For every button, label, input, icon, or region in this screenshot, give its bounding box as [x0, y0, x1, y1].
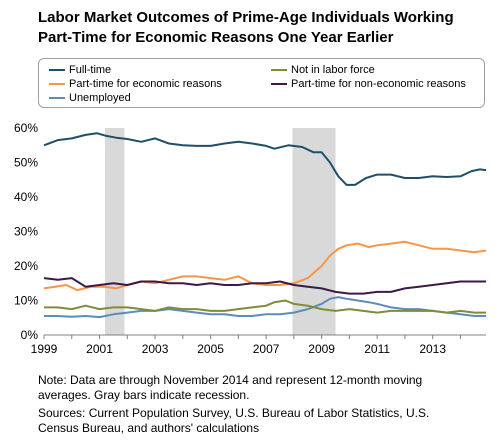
series-line-unemployed: [44, 296, 486, 319]
legend-item-part-time-for-non-economic-reasons: Part-time for non-economic reasons: [271, 78, 466, 90]
chart-title: Labor Market Outcomes of Prime-Age Indiv…: [38, 8, 488, 48]
legend-label: Part-time for economic reasons: [69, 78, 222, 90]
chart-notes: Note: Data are through November 2014 and…: [38, 373, 488, 439]
legend-swatch: [271, 83, 287, 85]
y-tick-label: 40%: [14, 190, 38, 204]
legend-swatch: [271, 69, 287, 71]
source-line1: Sources: Current Population Survey, U.S.…: [38, 406, 430, 420]
note-line2: averages. Gray bars indicate recession.: [38, 388, 250, 402]
x-tick-label: 2003: [142, 342, 169, 356]
series-line-part-time-for-non-economic-reasons: [43, 277, 486, 295]
legend-label: Unemployed: [69, 92, 131, 104]
x-tick-label: 2009: [308, 342, 335, 356]
legend-item-unemployed: Unemployed: [49, 92, 131, 104]
chart-title-line1: Labor Market Outcomes of Prime-Age Indiv…: [38, 9, 454, 26]
chart-title-line2: Part-Time for Economic Reasons One Year …: [38, 29, 394, 46]
legend-item-part-time-for-economic-reasons: Part-time for economic reasons: [49, 78, 222, 90]
y-tick-label: 30%: [14, 225, 38, 239]
y-tick-label: 60%: [14, 121, 38, 135]
recession-bar-1: [105, 128, 125, 335]
y-tick-label: 20%: [14, 259, 38, 273]
line-chart: 0% 10% 20% 30% 40% 50% 60% 1999 2001 2003 2005 2007…: [14, 121, 487, 356]
series-line-not-in-labor-force: [44, 299, 486, 314]
legend-swatch: [49, 69, 65, 71]
x-tick-label: 2007: [253, 342, 280, 356]
legend-swatch: [49, 97, 65, 99]
y-tick-label: 0%: [21, 328, 39, 342]
x-tick-label: 1999: [31, 342, 58, 356]
x-tick-label: 2001: [86, 342, 113, 356]
x-tick-label: 2013: [419, 342, 446, 356]
legend-label: Not in labor force: [291, 64, 375, 76]
legend-label: Full-time: [69, 64, 112, 76]
legend-label: Part-time for non-economic reasons: [291, 78, 466, 90]
note-line1: Note: Data are through November 2014 and…: [38, 373, 423, 387]
x-tick-label: 2011: [364, 342, 390, 356]
series-line-part-time-for-economic-reasons: [43, 240, 487, 292]
x-tick-label: 2005: [197, 342, 224, 356]
legend-swatch: [49, 83, 65, 85]
chart-legend: Full-time Not in labor force Part-time for…: [38, 58, 485, 108]
source-line2: Census Bureau, and authors' calculations: [38, 421, 260, 435]
legend-item-full-time: Full-time: [49, 64, 111, 76]
legend-item-not-in-labor-force: Not in labor force: [271, 64, 375, 76]
y-tick-label: 10%: [14, 294, 38, 308]
series-line-full-time: [43, 132, 487, 186]
y-tick-label: 50%: [14, 156, 38, 170]
